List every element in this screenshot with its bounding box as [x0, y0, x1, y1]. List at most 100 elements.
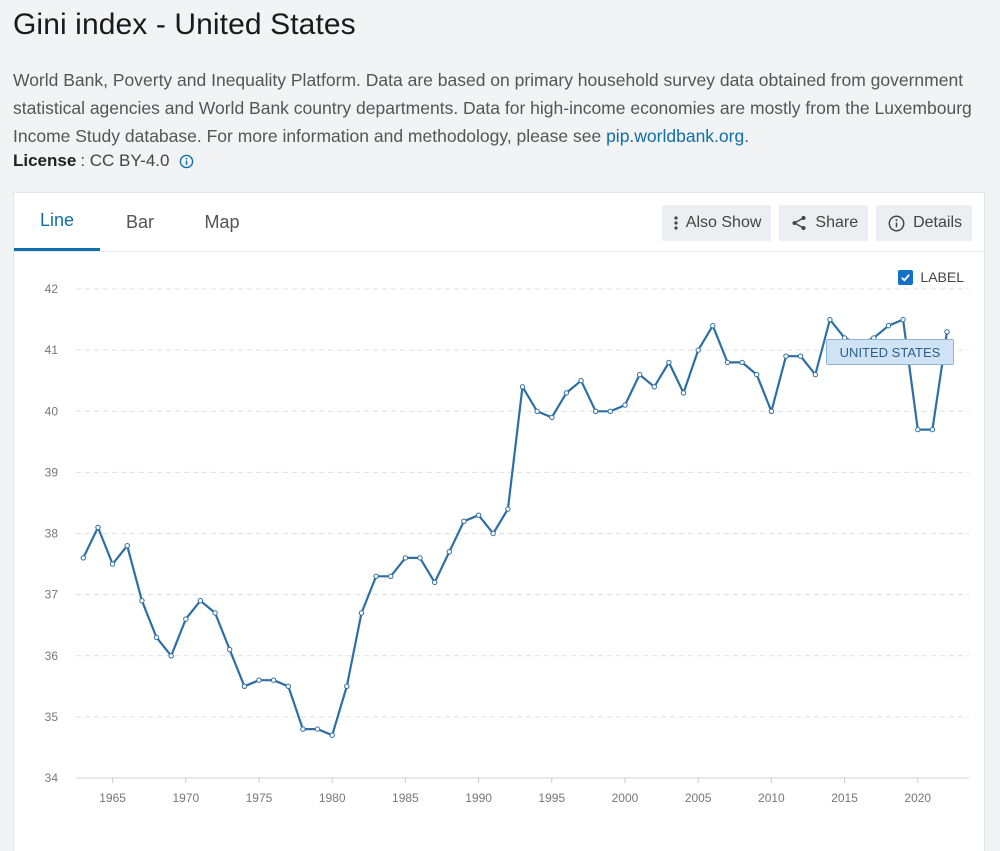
data-point[interactable] [578, 378, 584, 384]
y-tick-label: 42 [45, 282, 59, 296]
data-point[interactable] [197, 598, 204, 604]
x-tick-label: 1970 [172, 791, 199, 805]
data-point[interactable] [563, 390, 570, 396]
share-label: Share [815, 214, 859, 231]
data-point[interactable] [227, 646, 233, 653]
x-tick-label: 2020 [904, 791, 931, 805]
data-point[interactable] [680, 390, 687, 396]
details-button[interactable]: Details [876, 205, 972, 241]
data-point[interactable] [402, 555, 409, 561]
data-point[interactable] [80, 555, 87, 561]
data-point[interactable] [183, 616, 189, 622]
x-tick-label: 1985 [392, 791, 419, 805]
data-point[interactable] [373, 573, 379, 579]
share-button[interactable]: Share [779, 205, 869, 241]
data-point[interactable] [827, 316, 833, 323]
source-link[interactable]: pip.worldbank.org [606, 126, 745, 146]
data-point[interactable] [329, 732, 335, 738]
data-point[interactable] [446, 549, 452, 555]
data-point[interactable] [212, 610, 218, 616]
data-point[interactable] [300, 726, 306, 732]
y-tick-label: 38 [45, 527, 59, 541]
y-tick-label: 41 [45, 343, 59, 357]
also-show-button[interactable]: Also Show [661, 205, 772, 241]
source-description: World Bank, Poverty and Inequality Platf… [13, 66, 973, 150]
label-toggle-text: LABEL [920, 269, 964, 285]
data-point[interactable] [417, 555, 423, 561]
data-point[interactable] [666, 359, 672, 366]
data-point[interactable] [534, 408, 540, 415]
data-point[interactable] [607, 408, 613, 415]
data-point[interactable] [636, 371, 643, 378]
data-point[interactable] [593, 408, 599, 415]
also-show-label: Also Show [685, 214, 762, 231]
data-point[interactable] [519, 384, 526, 390]
data-point[interactable] [797, 353, 804, 359]
x-tick-label: 2005 [685, 791, 712, 805]
data-point[interactable] [768, 408, 775, 415]
data-point[interactable] [812, 371, 818, 378]
y-tick-label: 34 [45, 771, 59, 785]
data-point[interactable] [124, 543, 130, 549]
data-point[interactable] [549, 414, 555, 421]
y-tick-label: 39 [45, 465, 59, 479]
data-point[interactable] [724, 359, 731, 366]
data-point[interactable] [256, 677, 262, 683]
x-tick-label: 1975 [246, 791, 273, 805]
data-point[interactable] [900, 316, 906, 323]
data-point[interactable] [388, 573, 394, 579]
tab-map[interactable]: Map [204, 211, 240, 232]
label-checkbox[interactable] [898, 269, 914, 285]
series-line-united-states[interactable] [82, 318, 949, 737]
tab-bar[interactable]: Bar [125, 211, 154, 232]
data-point[interactable] [109, 561, 116, 567]
data-point[interactable] [944, 329, 950, 335]
data-point[interactable] [358, 610, 365, 616]
x-tick-label: 2000 [612, 791, 639, 805]
data-point[interactable] [929, 426, 936, 433]
data-point[interactable] [505, 506, 511, 512]
data-point[interactable] [475, 512, 482, 518]
data-point[interactable] [314, 726, 321, 732]
info-icon[interactable] [179, 154, 194, 169]
chart-toolbar: Also Show Share Details [661, 205, 972, 241]
chart-panel: Line Bar Map Also Show Share Details LAB… [13, 192, 985, 851]
data-point[interactable] [285, 683, 291, 689]
tab-line[interactable]: Line [14, 193, 100, 251]
check-icon [901, 273, 911, 282]
x-tick-label: 1995 [538, 791, 565, 805]
data-point[interactable] [241, 683, 248, 689]
data-point[interactable] [95, 524, 101, 531]
data-point[interactable] [622, 402, 628, 408]
data-point[interactable] [139, 598, 145, 604]
data-point[interactable] [490, 530, 496, 537]
data-point[interactable] [153, 634, 160, 641]
data-point[interactable] [168, 653, 174, 659]
details-label: Details [913, 214, 962, 231]
y-tick-label: 40 [45, 404, 59, 418]
data-point[interactable] [695, 347, 701, 353]
data-point[interactable] [885, 323, 892, 329]
data-point[interactable] [754, 371, 760, 378]
data-point[interactable] [651, 384, 657, 390]
tab-divider [14, 251, 984, 252]
data-point[interactable] [739, 359, 745, 366]
data-point[interactable] [461, 518, 467, 524]
label-toggle[interactable]: LABEL [898, 269, 964, 285]
data-point[interactable] [710, 323, 716, 329]
x-tick-label: 2015 [831, 791, 858, 805]
y-tick-label: 37 [45, 588, 59, 602]
data-point[interactable] [432, 579, 438, 586]
x-axis-ticks: 1965 1970 1975 1980 1985 1990 1995 2000 2005 2010… [99, 778, 931, 805]
grid-lines [76, 288, 969, 779]
description-end: . [744, 126, 750, 146]
y-tick-label: 35 [45, 710, 59, 724]
data-point[interactable] [344, 683, 350, 689]
data-point[interactable] [915, 426, 921, 433]
y-axis-ticks: 34 35 36 37 38 39 40 41 42 [45, 282, 59, 785]
data-point[interactable] [270, 677, 277, 683]
data-point[interactable] [783, 353, 789, 359]
series-label-united-states[interactable]: UNITED STATES [826, 339, 954, 365]
y-tick-label: 36 [45, 649, 59, 663]
